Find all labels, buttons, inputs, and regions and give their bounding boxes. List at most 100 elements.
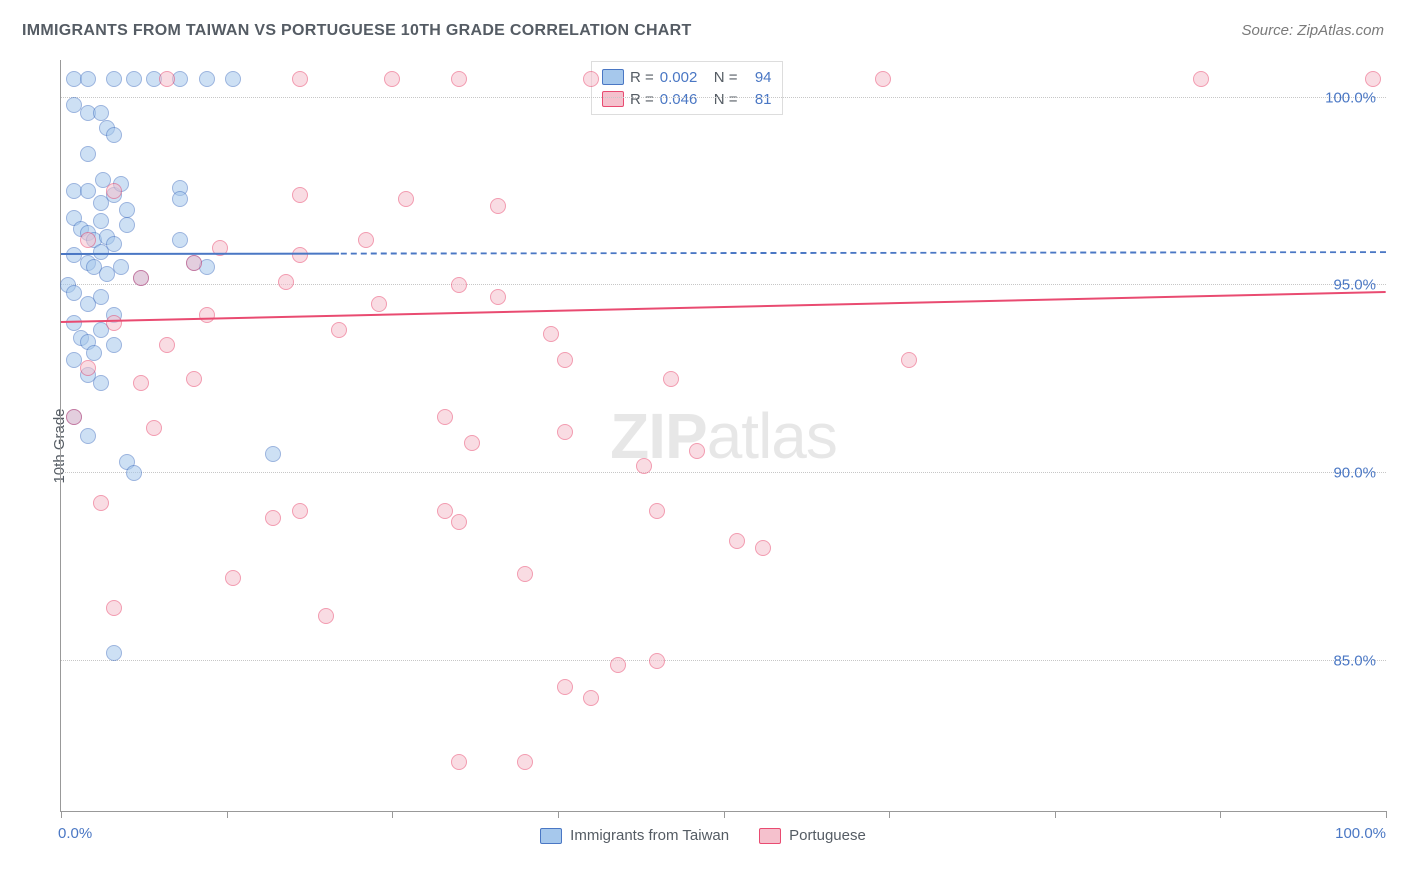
scatter-point bbox=[451, 754, 467, 770]
x-tick bbox=[1220, 811, 1221, 818]
scatter-point bbox=[292, 247, 308, 263]
scatter-point bbox=[371, 296, 387, 312]
scatter-point bbox=[490, 198, 506, 214]
scatter-point bbox=[106, 315, 122, 331]
scatter-point bbox=[93, 289, 109, 305]
scatter-point bbox=[225, 71, 241, 87]
scatter-point bbox=[649, 653, 665, 669]
scatter-point bbox=[583, 71, 599, 87]
scatter-point bbox=[358, 232, 374, 248]
legend-label: Portuguese bbox=[789, 827, 866, 844]
scatter-point bbox=[265, 510, 281, 526]
correlation-legend: R =0.002N =94R =0.046N =81 bbox=[591, 61, 783, 115]
scatter-point bbox=[80, 146, 96, 162]
scatter-point bbox=[398, 191, 414, 207]
scatter-point bbox=[517, 754, 533, 770]
scatter-point bbox=[437, 503, 453, 519]
scatter-point bbox=[649, 503, 665, 519]
y-tick-label: 100.0% bbox=[1325, 89, 1376, 106]
scatter-point bbox=[557, 679, 573, 695]
scatter-point bbox=[1365, 71, 1381, 87]
scatter-point bbox=[610, 657, 626, 673]
legend-label: Immigrants from Taiwan bbox=[570, 827, 729, 844]
scatter-point bbox=[133, 270, 149, 286]
x-tick bbox=[724, 811, 725, 818]
scatter-point bbox=[225, 570, 241, 586]
gridline-h bbox=[61, 284, 1386, 285]
scatter-point bbox=[106, 600, 122, 616]
source-label: Source: ZipAtlas.com bbox=[1241, 22, 1384, 39]
scatter-point bbox=[172, 191, 188, 207]
scatter-point bbox=[490, 289, 506, 305]
scatter-point bbox=[159, 337, 175, 353]
scatter-point bbox=[265, 446, 281, 462]
scatter-point bbox=[464, 435, 480, 451]
scatter-point bbox=[126, 465, 142, 481]
scatter-point bbox=[583, 690, 599, 706]
scatter-point bbox=[86, 345, 102, 361]
scatter-point bbox=[93, 105, 109, 121]
scatter-point bbox=[133, 375, 149, 391]
scatter-point bbox=[119, 202, 135, 218]
scatter-point bbox=[278, 274, 294, 290]
scatter-point bbox=[186, 255, 202, 271]
scatter-point bbox=[106, 337, 122, 353]
scatter-point bbox=[80, 428, 96, 444]
scatter-point bbox=[106, 645, 122, 661]
scatter-point bbox=[292, 187, 308, 203]
x-tick bbox=[1055, 811, 1056, 818]
scatter-point bbox=[93, 244, 109, 260]
scatter-point bbox=[901, 352, 917, 368]
legend-swatch bbox=[602, 91, 624, 107]
scatter-point bbox=[1193, 71, 1209, 87]
chart-plot-area: ZIPatlas R =0.002N =94R =0.046N =81 100.… bbox=[60, 60, 1386, 812]
scatter-point bbox=[875, 71, 891, 87]
legend-swatch bbox=[759, 828, 781, 844]
scatter-point bbox=[186, 371, 202, 387]
legend-row: R =0.002N =94 bbox=[602, 66, 772, 88]
scatter-point bbox=[292, 503, 308, 519]
scatter-point bbox=[66, 285, 82, 301]
gridline-h bbox=[61, 472, 1386, 473]
scatter-point bbox=[331, 322, 347, 338]
scatter-point bbox=[119, 217, 135, 233]
scatter-point bbox=[636, 458, 652, 474]
scatter-point bbox=[106, 183, 122, 199]
x-tick bbox=[889, 811, 890, 818]
x-tick bbox=[227, 811, 228, 818]
gridline-h bbox=[61, 660, 1386, 661]
scatter-point bbox=[292, 71, 308, 87]
scatter-point bbox=[66, 409, 82, 425]
gridline-h bbox=[61, 97, 1386, 98]
scatter-point bbox=[93, 213, 109, 229]
scatter-point bbox=[689, 443, 705, 459]
scatter-point bbox=[106, 127, 122, 143]
scatter-point bbox=[451, 277, 467, 293]
scatter-point bbox=[543, 326, 559, 342]
scatter-point bbox=[437, 409, 453, 425]
series-legend: Immigrants from Taiwan Portuguese bbox=[0, 827, 1406, 844]
scatter-point bbox=[80, 71, 96, 87]
scatter-point bbox=[106, 71, 122, 87]
scatter-point bbox=[80, 232, 96, 248]
scatter-point bbox=[80, 183, 96, 199]
y-tick-label: 85.0% bbox=[1333, 652, 1376, 669]
scatter-point bbox=[172, 232, 188, 248]
scatter-point bbox=[729, 533, 745, 549]
x-tick bbox=[558, 811, 559, 818]
scatter-point bbox=[126, 71, 142, 87]
scatter-point bbox=[93, 495, 109, 511]
legend-item: Immigrants from Taiwan bbox=[540, 827, 729, 844]
scatter-point bbox=[199, 307, 215, 323]
scatter-point bbox=[557, 352, 573, 368]
scatter-point bbox=[517, 566, 533, 582]
legend-item: Portuguese bbox=[759, 827, 866, 844]
scatter-point bbox=[146, 420, 162, 436]
scatter-point bbox=[318, 608, 334, 624]
x-tick bbox=[392, 811, 393, 818]
scatter-point bbox=[66, 315, 82, 331]
scatter-point bbox=[663, 371, 679, 387]
legend-swatch bbox=[540, 828, 562, 844]
legend-row: R =0.046N =81 bbox=[602, 88, 772, 110]
scatter-point bbox=[159, 71, 175, 87]
